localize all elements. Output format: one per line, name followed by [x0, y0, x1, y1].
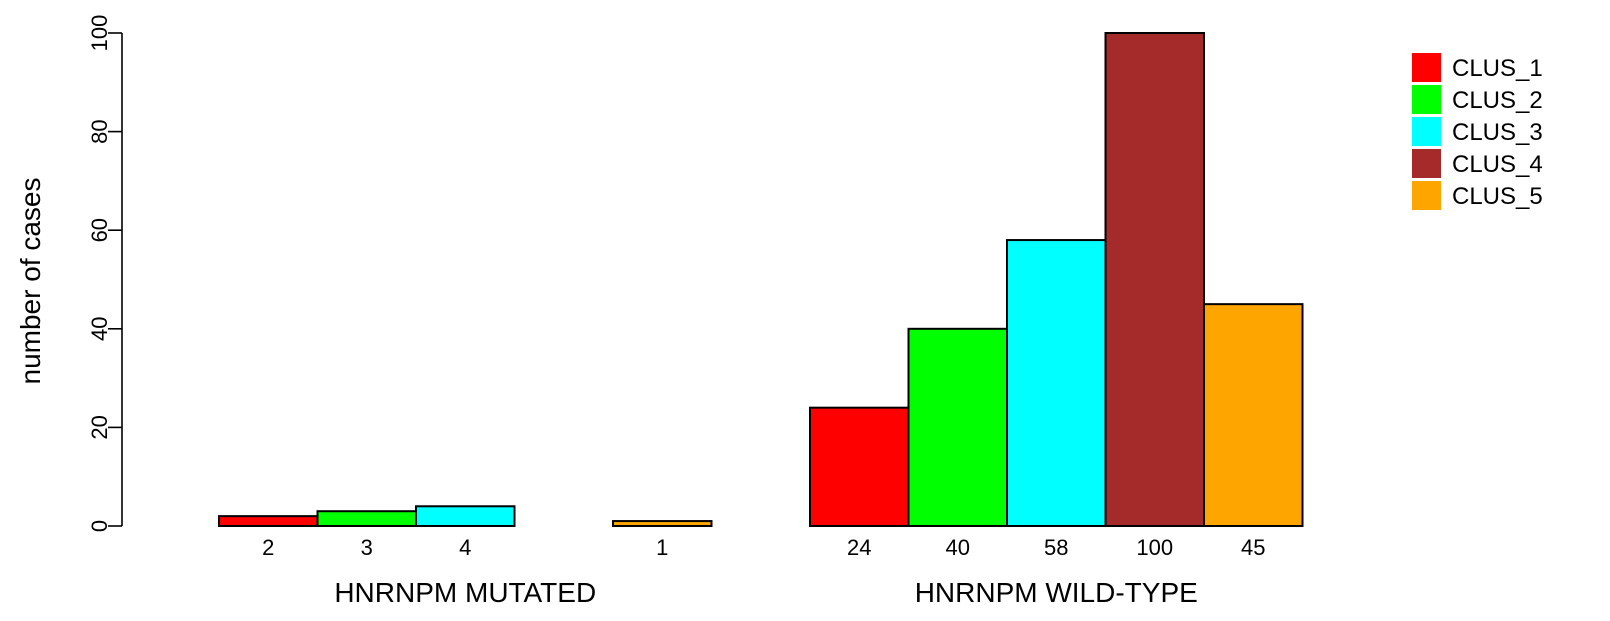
- legend-swatch: [1412, 53, 1441, 82]
- bar-clus-2: [907, 327, 1008, 527]
- group-labels: HNRNPM MUTATED HNRNPM WILD-TYPE: [334, 577, 1197, 608]
- bar-value-label: 1: [656, 535, 668, 560]
- bar-value-label: 24: [847, 535, 871, 560]
- bars: [218, 32, 1304, 528]
- y-axis-title: number of cases: [15, 178, 46, 385]
- group-label: HNRNPM MUTATED: [334, 577, 596, 608]
- legend: CLUS_1 CLUS_2 CLUS_3 CLUS_4 CLUS_5: [1412, 53, 1543, 210]
- bar-value-labels: 2 3 4 1 24 40 58 100 45: [262, 535, 1265, 560]
- y-tick-label: 80: [87, 119, 112, 143]
- bar-value-label: 40: [946, 535, 970, 560]
- group-label: HNRNPM WILD-TYPE: [915, 577, 1198, 608]
- bar-clus-5: [1203, 303, 1304, 527]
- legend-swatch: [1412, 181, 1441, 210]
- bar-value-label: 58: [1044, 535, 1068, 560]
- bar-clus-1: [809, 406, 910, 527]
- y-tick-label: 0: [87, 520, 112, 532]
- bar-value-label: 100: [1136, 535, 1173, 560]
- bar-clus-4: [1104, 32, 1205, 527]
- legend-label: CLUS_4: [1452, 151, 1543, 178]
- legend-label: CLUS_5: [1452, 183, 1543, 210]
- bar-clus-3: [1006, 239, 1107, 527]
- bar-clus-3: [415, 505, 516, 527]
- bar-clus-1: [218, 515, 319, 528]
- bar-clus-5: [612, 520, 713, 528]
- y-tick-label: 20: [87, 415, 112, 439]
- bar-value-label: 3: [361, 535, 373, 560]
- bar-value-label: 4: [459, 535, 471, 560]
- bar-clus-2: [316, 510, 417, 527]
- legend-label: CLUS_3: [1452, 119, 1543, 146]
- legend-label: CLUS_2: [1452, 87, 1543, 114]
- y-tick-label: 40: [87, 317, 112, 341]
- legend-swatch: [1412, 149, 1441, 178]
- legend-label: CLUS_1: [1452, 55, 1543, 82]
- y-axis: 0 20 40 60 80 100: [87, 15, 123, 532]
- y-tick-label: 60: [87, 218, 112, 242]
- legend-swatch: [1412, 117, 1441, 146]
- bar-value-label: 2: [262, 535, 274, 560]
- bar-value-label: 45: [1241, 535, 1265, 560]
- legend-swatch: [1412, 85, 1441, 114]
- y-tick-label: 100: [87, 15, 112, 52]
